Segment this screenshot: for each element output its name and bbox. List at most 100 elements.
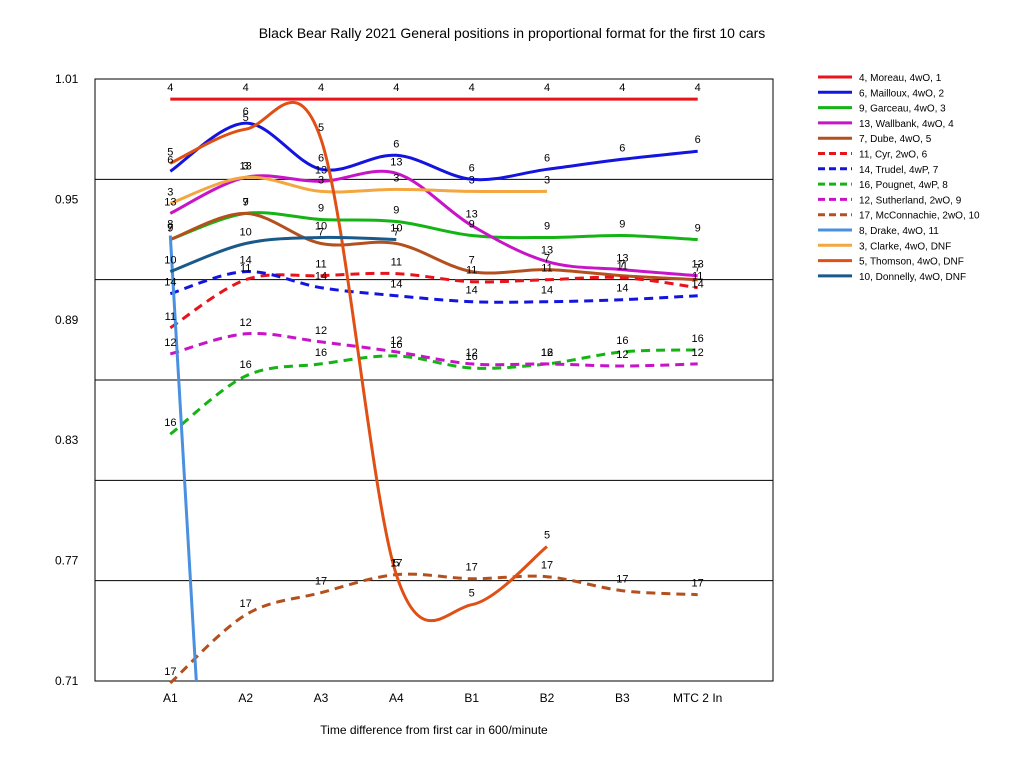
data-label: 14: [541, 285, 553, 297]
data-label: 14: [315, 271, 327, 283]
data-label: 17: [466, 562, 478, 574]
data-label: 6: [318, 152, 324, 164]
data-label: 6: [243, 106, 249, 118]
data-label: 7: [619, 259, 625, 271]
data-label: 11: [617, 261, 628, 273]
data-label: 7: [469, 255, 475, 267]
data-label: 12: [240, 317, 252, 329]
data-label: 7: [243, 196, 249, 208]
legend-entry: 13, Wallbank, 4wO, 4: [859, 119, 954, 130]
data-label: 3: [243, 160, 249, 172]
data-label: 3: [318, 174, 324, 186]
data-label: 12: [541, 347, 553, 359]
data-label: 5: [243, 112, 249, 124]
data-label: 17: [390, 558, 402, 570]
data-label: 4: [469, 82, 475, 94]
x-tick-label: B3: [615, 691, 630, 705]
data-label: 6: [469, 162, 475, 174]
data-label: 14: [616, 283, 628, 295]
legend-entry: 8, Drake, 4wO, 11: [859, 226, 939, 237]
data-label: 4: [318, 82, 324, 94]
y-tick-label: 0.77: [55, 554, 79, 568]
legend-entry: 11, Cyr, 2wO, 6: [859, 150, 928, 161]
legend-entry: 10, Donnelly, 4wO, DNF: [859, 272, 966, 283]
data-label: 14: [692, 279, 704, 291]
data-label: 10: [390, 223, 402, 235]
legend-entry: 7, Dube, 4wO, 5: [859, 134, 932, 145]
data-label: 10: [164, 255, 176, 267]
data-label: 10: [240, 227, 252, 239]
data-label: 16: [541, 347, 553, 359]
data-label: 14: [390, 279, 402, 291]
data-label: 10: [315, 221, 327, 233]
series-line-6: [169, 270, 698, 304]
data-label: 13: [692, 259, 704, 271]
data-label: 16: [390, 339, 402, 351]
x-tick-label: B1: [464, 691, 479, 705]
data-label: 4: [695, 82, 701, 94]
data-label: 17: [240, 598, 252, 610]
legend-entry: 5, Thomson, 4wO, DNF: [859, 257, 964, 268]
data-label: 9: [695, 223, 701, 235]
series-line-4: [169, 211, 698, 282]
x-axis-label: Time difference from first car in 600/mi…: [320, 723, 548, 737]
data-label: 17: [692, 578, 704, 590]
series-line-5: [169, 271, 698, 330]
data-label: 16: [164, 417, 176, 429]
data-label: 13: [164, 196, 176, 208]
data-label: 9: [619, 219, 625, 231]
y-axis-ticks: 0.71 0.77 0.83 0.89 0.95 1.01: [55, 72, 79, 688]
data-label: 5: [167, 146, 173, 158]
plot-series: [168, 97, 698, 685]
data-label: 11: [466, 265, 477, 277]
legend-entry: 6, Mailloux, 4wO, 2: [859, 88, 944, 99]
data-label: 11: [541, 263, 552, 275]
data-label: 9: [544, 221, 550, 233]
x-axis-ticks: A1 A2 A3 A4 B1 B2 B3 MTC 2 In: [163, 691, 722, 705]
x-tick-label: MTC 2 In: [673, 691, 722, 705]
legend-entry: 4, Moreau, 4wO, 1: [859, 73, 942, 84]
data-label: 16: [692, 333, 704, 345]
data-label: 11: [240, 263, 251, 275]
data-label: 7: [544, 253, 550, 265]
data-label: 12: [315, 325, 327, 337]
data-label: 11: [165, 311, 176, 323]
data-label: 12: [616, 349, 628, 361]
y-tick-label: 0.83: [55, 433, 79, 447]
data-label: 17: [616, 574, 628, 586]
data-label: 11: [692, 271, 703, 283]
data-label: 9: [243, 196, 249, 208]
data-label: 14: [466, 285, 478, 297]
x-tick-label: A1: [163, 691, 178, 705]
data-label: 12: [466, 347, 478, 359]
data-label: 5: [318, 122, 324, 134]
data-label: 4: [393, 82, 399, 94]
y-tick-label: 1.01: [55, 72, 79, 86]
data-label: 4: [167, 82, 173, 94]
series-line-10: [168, 235, 198, 682]
data-label: 9: [318, 202, 324, 214]
data-label: 3: [167, 186, 173, 198]
data-label: 13: [390, 156, 402, 168]
data-label: 4: [544, 82, 550, 94]
data-label: 3: [469, 174, 475, 186]
data-label: 7: [393, 227, 399, 239]
legend-entry: 9, Garceau, 4wO, 3: [859, 104, 946, 115]
series-line-13: [169, 235, 397, 274]
y-tick-label: 0.95: [55, 192, 79, 206]
data-label: 9: [393, 204, 399, 216]
x-tick-label: A3: [314, 691, 329, 705]
data-label: 5: [469, 588, 475, 600]
plot-grid: [94, 78, 774, 682]
data-label: 3: [393, 172, 399, 184]
data-label: 9: [167, 223, 173, 235]
data-label: 5: [544, 530, 550, 542]
chart-title: Black Bear Rally 2021 General positions …: [259, 25, 766, 41]
legend-entry: 17, McConnachie, 2wO, 10: [859, 211, 980, 222]
x-tick-label: A2: [238, 691, 253, 705]
legend-entry: 14, Trudel, 4wP, 7: [859, 165, 939, 176]
data-label: 13: [315, 164, 327, 176]
data-label: 6: [393, 138, 399, 150]
